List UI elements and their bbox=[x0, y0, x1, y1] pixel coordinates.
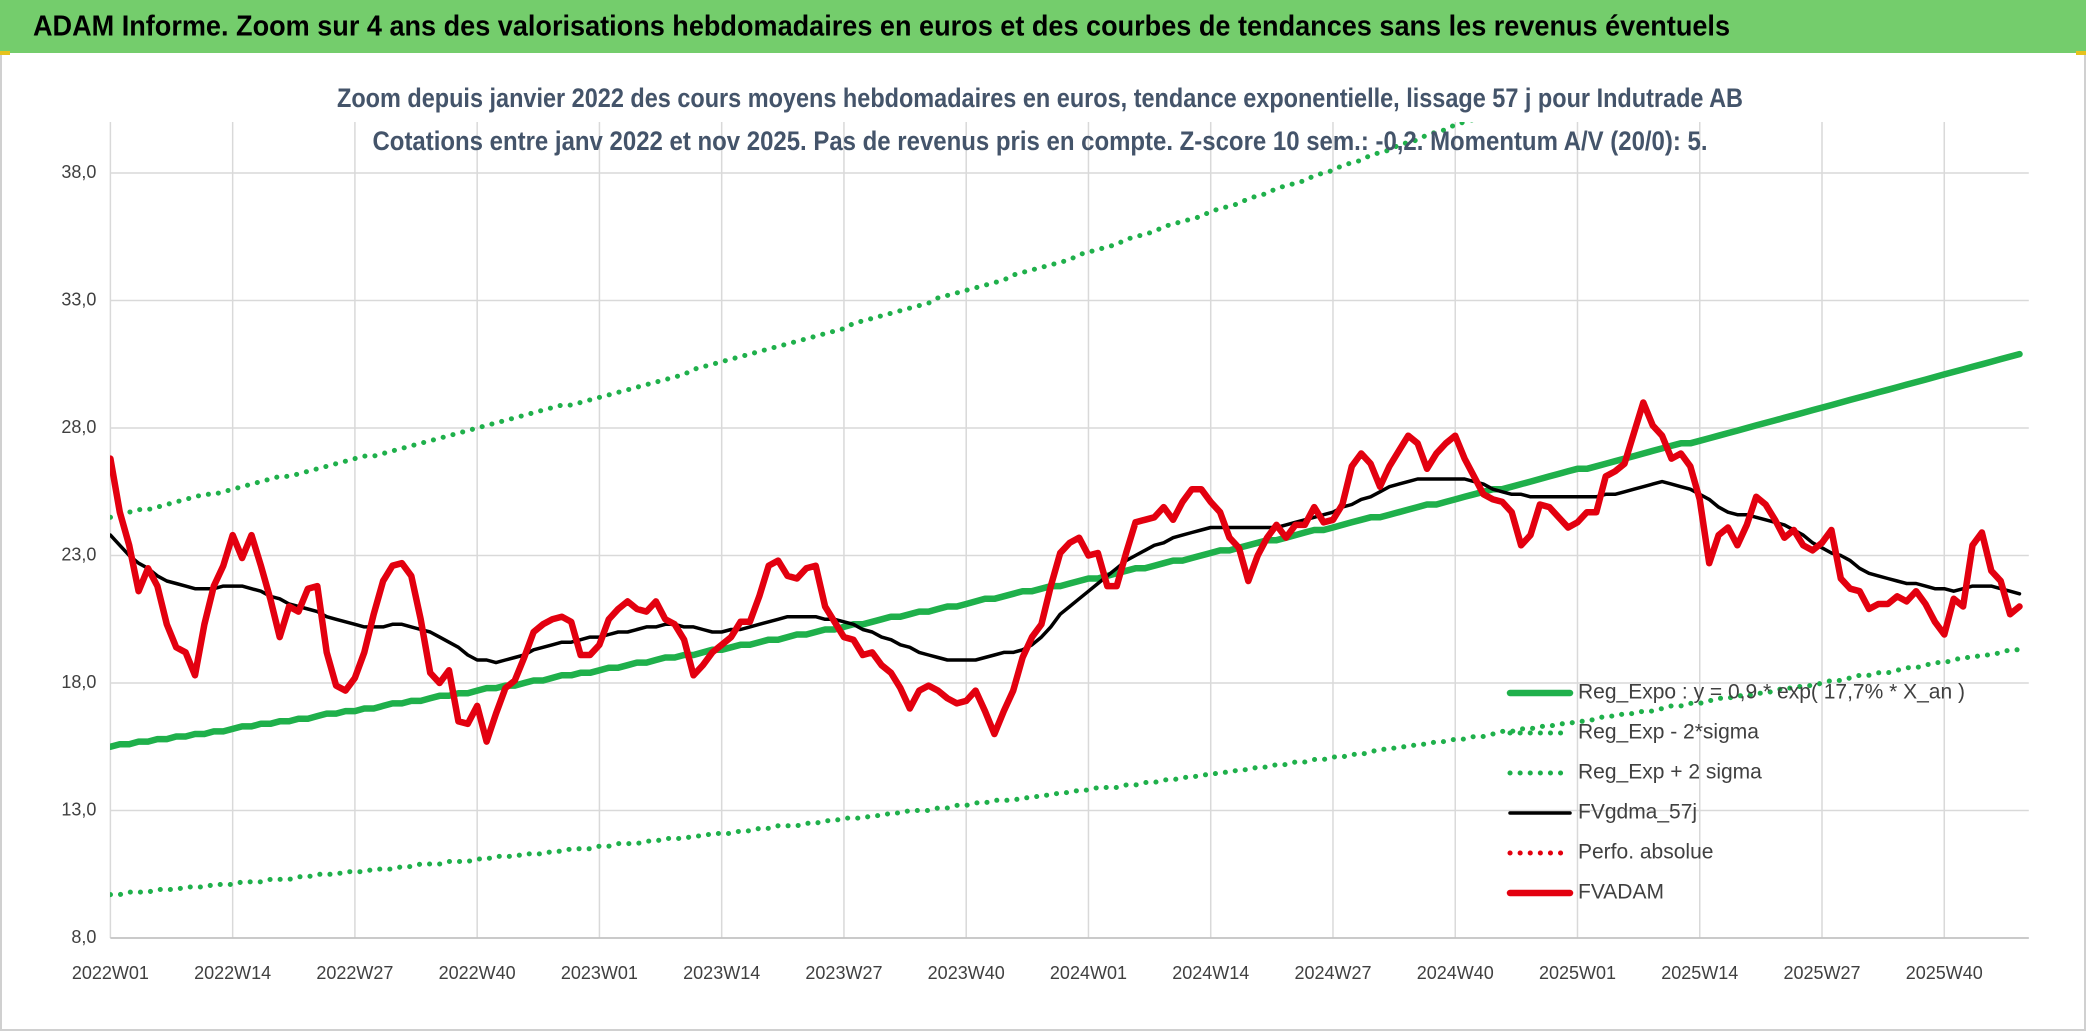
x-tick-label: 2022W01 bbox=[72, 963, 149, 983]
corner bbox=[0, 51, 10, 55]
x-tick-label: 2024W14 bbox=[1172, 963, 1249, 983]
series-line bbox=[110, 399, 2023, 745]
x-tick-label: 2023W14 bbox=[683, 963, 760, 983]
series-line bbox=[110, 647, 2022, 898]
legend-label: FVADAM bbox=[1578, 881, 1664, 904]
x-tick-label: 2022W40 bbox=[439, 963, 516, 983]
x-tick-label: 2023W40 bbox=[928, 963, 1005, 983]
y-tick-label: 13,0 bbox=[61, 799, 96, 819]
legend-label: Reg_Expo : y = 0,9 * exp( 17,7% * X_an ) bbox=[1578, 681, 1965, 704]
corner bbox=[2076, 51, 2086, 55]
x-tick-label: 2025W01 bbox=[1539, 963, 1616, 983]
y-tick-label: 28,0 bbox=[61, 417, 96, 437]
x-tick-label: 2023W27 bbox=[805, 963, 882, 983]
x-tick-label: 2023W01 bbox=[561, 963, 638, 983]
x-tick-label: 2024W27 bbox=[1294, 963, 1371, 983]
x-tick-label: 2024W01 bbox=[1050, 963, 1127, 983]
y-tick-label: 18,0 bbox=[61, 672, 96, 692]
y-tick-label: 38,0 bbox=[61, 162, 96, 182]
x-tick-label: 2025W40 bbox=[1906, 963, 1983, 983]
legend-label: FVgdma_57j bbox=[1578, 801, 1697, 824]
banner-background bbox=[0, 0, 2086, 53]
x-tick-label: 2025W27 bbox=[1783, 963, 1860, 983]
legend-label: Reg_Exp - 2*sigma bbox=[1578, 721, 1759, 744]
series-line bbox=[110, 122, 1474, 520]
y-tick-label: 23,0 bbox=[61, 544, 96, 564]
banner-title: ADAM Informe. Zoom sur 4 ans des valoris… bbox=[33, 11, 1730, 43]
chart-title: Zoom depuis janvier 2022 des cours moyen… bbox=[337, 83, 1743, 113]
x-tick-label: 2022W27 bbox=[316, 963, 393, 983]
legend-label: Perfo. absolue bbox=[1578, 841, 1713, 864]
x-tick-label: 2022W14 bbox=[194, 963, 271, 983]
chart-subtitle: Cotations entre janv 2022 et nov 2025. P… bbox=[373, 126, 1708, 156]
x-tick-label: 2025W14 bbox=[1661, 963, 1738, 983]
series-line bbox=[110, 350, 2023, 751]
y-tick-label: 33,0 bbox=[61, 289, 96, 309]
plot-area: 8,0 13,0 18,0 23,0 28,0 33,0 38,0 2022W01 2022W1… bbox=[61, 122, 2029, 983]
x-tick-label: 2024W40 bbox=[1417, 963, 1494, 983]
legend-label: Reg_Exp + 2 sigma bbox=[1578, 761, 1762, 784]
y-tick-label: 8,0 bbox=[71, 927, 96, 947]
